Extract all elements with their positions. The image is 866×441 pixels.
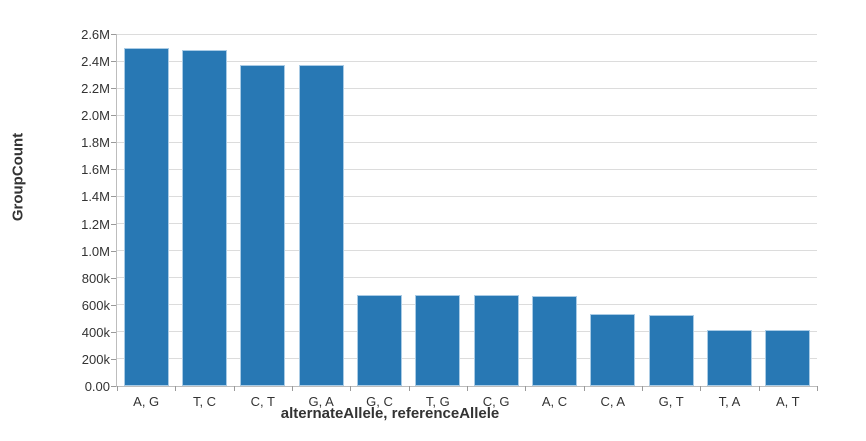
bar-c-a	[590, 314, 636, 386]
x-tick-mark	[292, 386, 293, 391]
x-tick-label: G, C	[366, 394, 393, 409]
gridline	[117, 304, 817, 306]
x-tick-label: A, T	[776, 394, 800, 409]
x-tick-label: G, T	[658, 394, 684, 409]
y-tick-mark	[111, 358, 116, 360]
gridline	[117, 87, 817, 89]
y-tick-label: 400k	[81, 324, 110, 340]
x-tick-label: T, G	[425, 394, 450, 409]
x-tick-mark	[583, 386, 585, 391]
bar-a-g	[123, 47, 169, 386]
y-tick-label: 600k	[81, 297, 110, 313]
gridline	[117, 358, 817, 360]
x-tick-mark	[758, 386, 760, 391]
y-tick-label: 1.4M	[81, 189, 110, 205]
bar-c-g	[473, 295, 519, 386]
x-tick-mark	[117, 386, 118, 391]
gridline	[117, 195, 817, 197]
x-tick-mark	[817, 386, 818, 391]
gridline	[117, 114, 817, 116]
x-tick-mark	[700, 386, 702, 391]
x-axis-tick-labels: A, G T, C C, T G, A G, C T, G C, G A, C C, A G, T…	[117, 386, 818, 416]
x-tick-label: C, A	[600, 394, 626, 409]
x-tick-label: T, A	[718, 394, 741, 409]
y-tick-mark	[111, 61, 116, 63]
y-tick-mark	[111, 169, 116, 171]
y-tick-mark	[111, 304, 116, 306]
y-tick-mark	[111, 34, 116, 35]
y-tick-label: 2.6M	[81, 27, 110, 42]
bar-g-a	[298, 65, 344, 386]
y-tick-mark	[111, 196, 116, 198]
bar-a-c	[532, 296, 577, 386]
y-tick-label: 1.0M	[81, 243, 110, 259]
bar-t-g	[415, 295, 461, 386]
gridline	[117, 250, 817, 252]
y-tick-label: 1.6M	[81, 162, 110, 178]
x-tick-mark	[233, 386, 235, 391]
x-tick-label: A, G	[133, 394, 160, 409]
y-tick-label: 1.2M	[81, 216, 110, 232]
x-axis-title: alternateAllele, referenceAllele	[280, 405, 500, 422]
gridline	[117, 60, 817, 62]
y-tick-mark	[111, 88, 116, 90]
gridline	[117, 33, 817, 35]
x-tick-mark	[175, 386, 177, 391]
gridline	[117, 331, 817, 333]
y-axis-line	[116, 34, 117, 386]
y-tick-mark	[111, 331, 116, 333]
x-tick-mark	[642, 386, 643, 391]
x-axis-line	[116, 386, 817, 387]
bar-g-c	[357, 295, 402, 386]
y-tick-label: 0.00	[84, 379, 110, 394]
y-tick-label: 2.4M	[81, 54, 110, 70]
x-tick-label: C, G	[482, 394, 510, 409]
y-tick-label: 2.0M	[81, 108, 110, 124]
y-tick-mark	[111, 142, 116, 144]
bar-c-t	[240, 65, 286, 386]
plot-area	[116, 33, 817, 387]
bar-t-a	[707, 329, 752, 386]
y-tick-label: 2.2M	[81, 81, 110, 97]
x-tick-label: G, A	[308, 394, 334, 409]
y-axis-tick-labels: 0.00 200k 400k 600k 800k 1.0M 1.2M 1.4M 1.6M 1.8M…	[0, 0, 116, 441]
gridline	[117, 168, 817, 170]
x-tick-mark	[467, 386, 468, 391]
x-tick-label: C, T	[250, 394, 275, 409]
y-tick-mark	[111, 386, 116, 387]
y-tick-label: 200k	[81, 351, 110, 367]
y-tick-mark	[111, 223, 116, 225]
bar-t-c	[182, 50, 227, 386]
x-tick-label: T, C	[192, 394, 217, 409]
gridline	[117, 141, 817, 143]
x-tick-mark	[350, 386, 352, 391]
y-tick-label: 1.8M	[81, 135, 110, 151]
bar-a-t	[765, 330, 811, 386]
gridline	[117, 223, 817, 225]
gridline	[117, 277, 817, 279]
y-tick-mark	[111, 115, 116, 117]
bar-g-t	[648, 314, 694, 386]
x-tick-label: A, C	[541, 394, 568, 409]
y-tick-mark	[111, 250, 116, 252]
y-tick-label: 800k	[81, 270, 110, 286]
x-tick-mark	[525, 386, 527, 391]
x-tick-mark	[408, 386, 410, 391]
y-tick-mark	[111, 277, 116, 279]
